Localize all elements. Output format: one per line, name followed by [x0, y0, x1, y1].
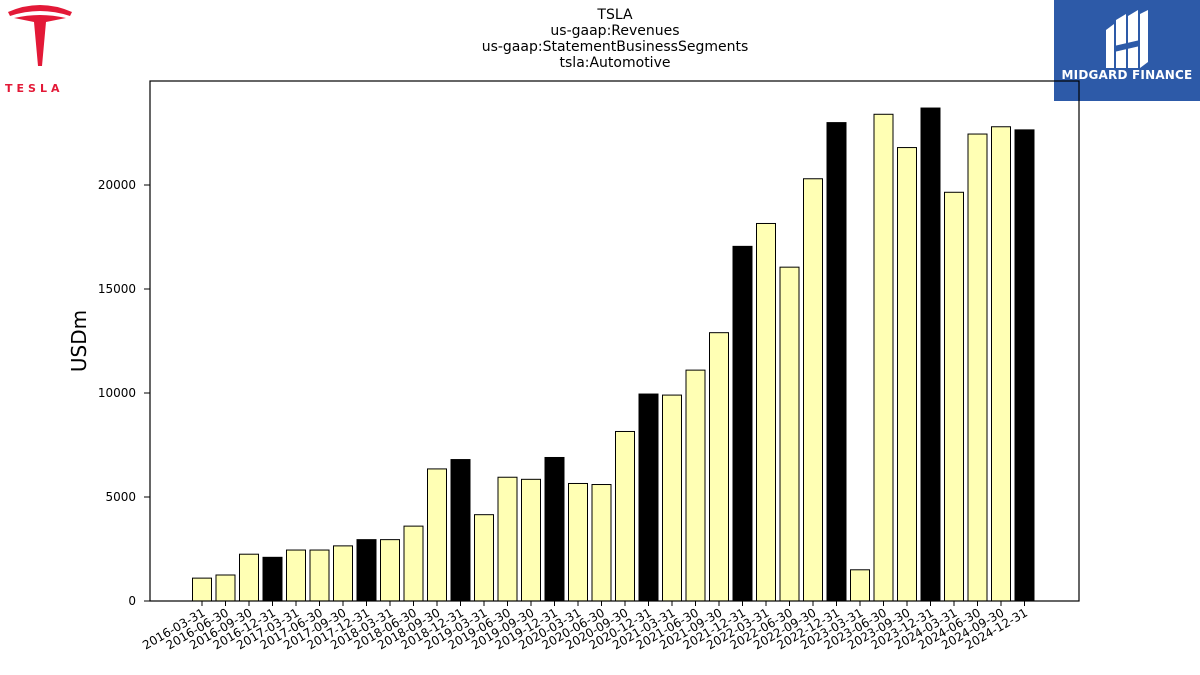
- bars-group: [192, 107, 1035, 602]
- bar-2020-03-31: [568, 482, 588, 602]
- bar-2022-09-30: [803, 178, 823, 602]
- bar-2017-09-30: [333, 545, 353, 602]
- bar-2024-09-30: [991, 126, 1011, 602]
- title-line-ticker: TSLA: [597, 7, 633, 23]
- bar-2024-06-30: [967, 133, 988, 602]
- y-tick-label: 5000: [105, 490, 136, 504]
- bar-2018-12-31: [450, 459, 471, 602]
- bar-2022-06-30: [779, 266, 800, 602]
- bar-2022-12-31: [826, 122, 847, 602]
- bar-2021-03-31: [662, 394, 682, 602]
- midgard-logo: MIDGARD FINANCE: [1054, 0, 1200, 101]
- bar-2020-12-31: [638, 393, 659, 602]
- y-tick-label: 0: [128, 594, 136, 608]
- bar-2016-03-31: [192, 577, 212, 602]
- bar-2023-12-31: [920, 107, 941, 602]
- bar-2018-09-30: [427, 468, 447, 602]
- bar-2017-12-31: [356, 539, 377, 602]
- title-line-metric: us-gaap:Revenues: [550, 23, 680, 39]
- bar-2021-06-30: [685, 369, 706, 602]
- bar-2018-06-30: [403, 525, 424, 602]
- bar-2023-09-30: [897, 147, 917, 602]
- bar-2023-06-30: [873, 113, 894, 602]
- y-tick-label: 20000: [98, 178, 136, 192]
- bar-2019-09-30: [521, 478, 541, 602]
- bar-2021-12-31: [732, 245, 753, 602]
- chart-title: TSLA us-gaap:Revenues us-gaap:StatementB…: [415, 7, 815, 71]
- midgard-brand-text: MIDGARD FINANCE: [1061, 68, 1193, 82]
- bar-2019-03-31: [474, 514, 494, 602]
- y-axis: 0 5000 10000 15000 20000: [98, 178, 150, 608]
- tesla-wordmark: TESLA: [5, 82, 64, 95]
- bar-2016-09-30: [239, 553, 259, 602]
- tesla-logo: TESLA: [0, 0, 80, 100]
- tesla-logo-icon: [8, 5, 72, 66]
- y-tick-label: 15000: [98, 282, 136, 296]
- bar-2021-09-30: [709, 332, 729, 602]
- bar-2020-09-30: [615, 430, 635, 602]
- bar-2022-03-31: [756, 222, 776, 602]
- bar-2019-12-31: [544, 456, 565, 602]
- bar-2016-06-30: [215, 574, 236, 602]
- bar-2017-06-30: [309, 549, 330, 602]
- title-line-member: tsla:Automotive: [559, 55, 671, 71]
- plot-frame: [149, 80, 1080, 602]
- bar-2024-12-31: [1014, 129, 1035, 602]
- bar-2020-06-30: [591, 484, 612, 602]
- midgard-logo-icon: [1106, 10, 1148, 68]
- x-axis: 2016-03-312016-06-302016-09-302016-12-31…: [140, 601, 1030, 652]
- bar-2019-06-30: [497, 476, 518, 602]
- y-axis-label: USDm: [67, 310, 91, 372]
- title-line-axis: us-gaap:StatementBusinessSegments: [481, 39, 749, 55]
- bar-2023-03-31: [850, 569, 870, 602]
- bar-2018-03-31: [380, 539, 400, 602]
- y-tick-label: 10000: [98, 386, 136, 400]
- bar-2024-03-31: [944, 191, 964, 602]
- bar-2016-12-31: [262, 556, 283, 602]
- bar-2017-03-31: [286, 549, 306, 602]
